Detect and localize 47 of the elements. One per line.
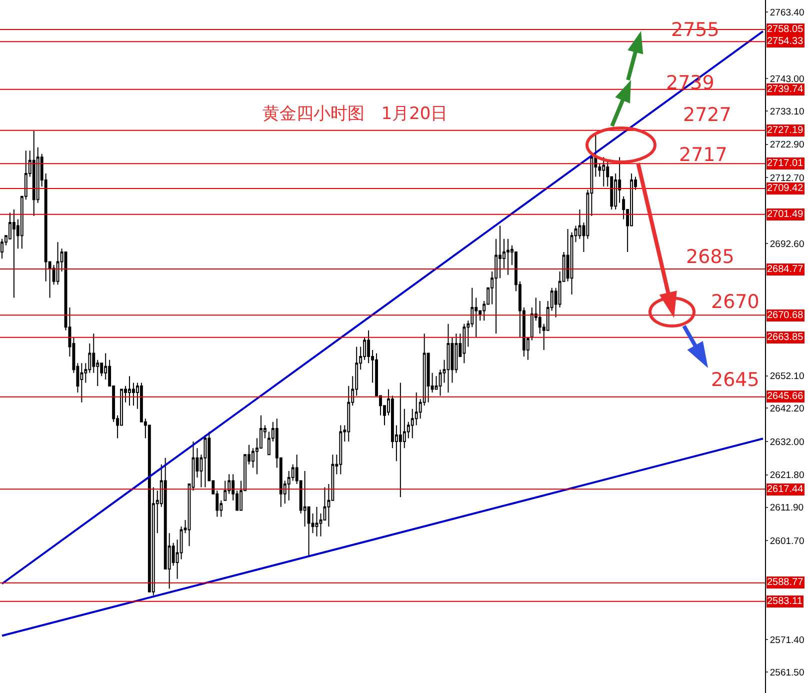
- y-tick-label: 2712.70: [770, 173, 804, 184]
- annotation: 2727: [683, 104, 732, 126]
- candlestick: [80, 362, 84, 403]
- candlestick: [128, 376, 131, 406]
- y-tick-label: 2601.70: [770, 536, 804, 547]
- ref-line-label: 2588.77: [767, 577, 804, 588]
- ref-line-label: 2754.33: [767, 36, 804, 47]
- annotation: 2670: [711, 291, 760, 313]
- annotation: 2645: [711, 369, 760, 391]
- ref-line-label: 2701.49: [767, 209, 804, 220]
- candlestick: [462, 323, 466, 364]
- y-tick-label: 2642.20: [770, 404, 804, 415]
- y-tick-label: 2733.10: [770, 106, 804, 118]
- annotation: 2685: [686, 246, 734, 268]
- text: 黄金四小时图 1月20日: [262, 104, 448, 124]
- ref-line-label: 2617.44: [767, 484, 804, 495]
- y-tick-label: 2571.40: [770, 634, 804, 646]
- candlestick: [315, 506, 318, 537]
- candlestick: [602, 156, 606, 188]
- ref-line-label: 2663.85: [767, 332, 804, 343]
- ref-line-label: 2583.11: [767, 596, 803, 607]
- candlestick: [56, 242, 60, 286]
- ref-line-label: 2727.19: [767, 125, 804, 136]
- candlestick: [506, 238, 510, 276]
- y-tick-label: 2621.80: [770, 470, 804, 482]
- ref-line-label: 2717.01: [767, 158, 804, 169]
- candlestick: [204, 434, 207, 488]
- ref-line-label: 2645.66: [767, 391, 804, 402]
- y-tick-label: 2652.10: [770, 371, 804, 382]
- ref-line-label: 2684.77: [767, 264, 804, 275]
- candlestick: [32, 130, 36, 216]
- ref-line-label: 2758.05: [767, 24, 804, 35]
- candlestick: [339, 424, 342, 475]
- ref-line-label: 2709.42: [767, 183, 804, 194]
- y-tick-label: 2763.40: [770, 7, 804, 18]
- y-tick-label: 2722.90: [770, 140, 804, 151]
- ref-line-label: 2739.74: [767, 84, 804, 95]
- y-tick-label: 2692.60: [770, 238, 804, 250]
- y-tick-label: 2743.00: [770, 74, 804, 86]
- y-tick-label: 2561.50: [770, 667, 804, 678]
- ref-line-label: 2670.68: [767, 310, 804, 321]
- y-tick-label: 2611.90: [770, 502, 804, 514]
- candlestick: [446, 323, 450, 394]
- candlestick: [398, 382, 402, 498]
- annotation: 2717: [679, 144, 728, 166]
- y-tick-label: 2632.00: [770, 436, 804, 448]
- candlestick: [12, 208, 16, 298]
